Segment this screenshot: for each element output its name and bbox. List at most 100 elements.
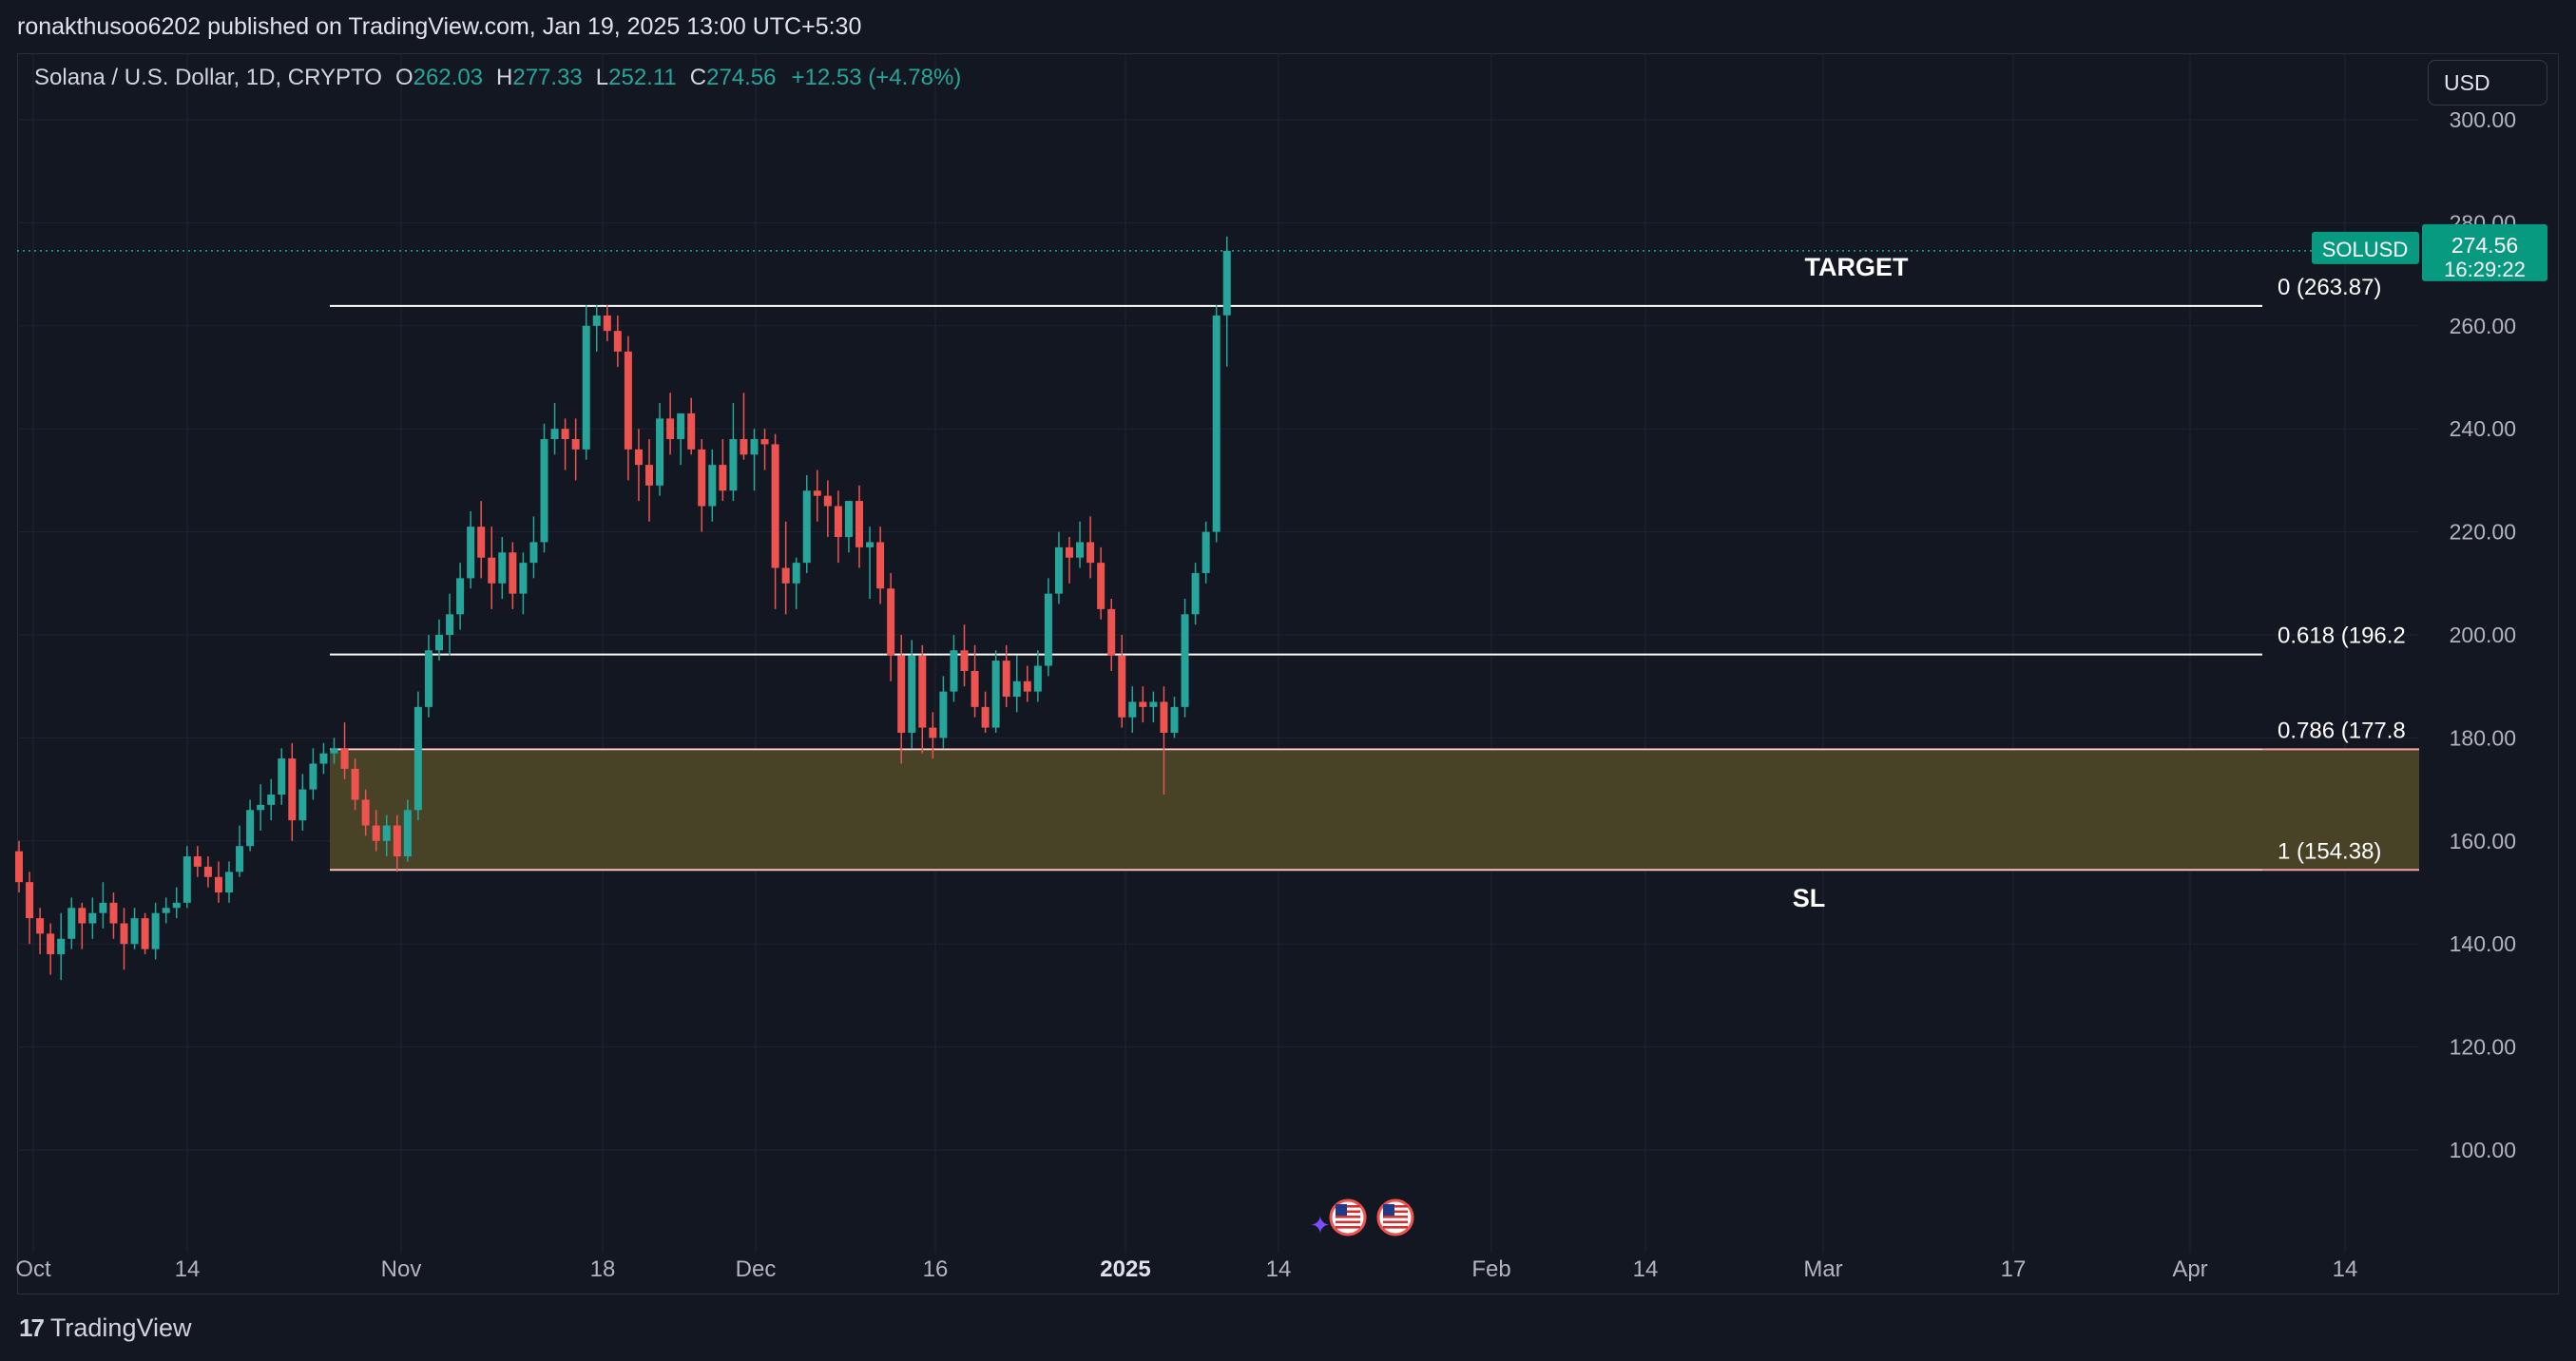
candle-body[interactable]: [1066, 546, 1073, 558]
candle-body[interactable]: [319, 753, 328, 764]
candle-body[interactable]: [246, 810, 255, 847]
symbol-title[interactable]: Solana / U.S. Dollar, 1D, CRYPTO: [34, 65, 382, 90]
candle-body[interactable]: [498, 552, 507, 584]
candle-body[interactable]: [939, 691, 948, 738]
candle-body[interactable]: [571, 439, 580, 450]
candle-body[interactable]: [866, 542, 875, 547]
candle-body[interactable]: [1107, 608, 1116, 656]
candle-body[interactable]: [141, 918, 149, 949]
candle-body[interactable]: [760, 439, 769, 445]
candle-body[interactable]: [151, 912, 160, 949]
candle-body[interactable]: [613, 331, 622, 352]
candle-body[interactable]: [26, 882, 34, 919]
candle-body[interactable]: [424, 650, 433, 707]
candle-body[interactable]: [991, 661, 1000, 728]
candle-body[interactable]: [413, 706, 422, 811]
candle-body[interactable]: [677, 412, 685, 440]
candle-body[interactable]: [1002, 661, 1010, 698]
candle-body[interactable]: [813, 490, 821, 496]
us-flag-icon[interactable]: [1376, 1198, 1414, 1236]
candle-body[interactable]: [509, 552, 517, 594]
candle-body[interactable]: [918, 655, 927, 728]
candle-body[interactable]: [519, 563, 528, 594]
candle-body[interactable]: [309, 763, 317, 790]
candle-body[interactable]: [361, 799, 370, 826]
candle-body[interactable]: [666, 418, 675, 440]
candle-body[interactable]: [950, 650, 958, 692]
sparkle-icon[interactable]: ✦: [1310, 1212, 1331, 1240]
candle-body[interactable]: [120, 923, 128, 945]
candle-body[interactable]: [540, 439, 548, 543]
candle-body[interactable]: [529, 542, 538, 564]
candle-body[interactable]: [278, 758, 286, 796]
candle-body[interactable]: [382, 825, 391, 841]
candle-body[interactable]: [719, 465, 727, 491]
candle-body[interactable]: [456, 578, 465, 615]
candle-body[interactable]: [1033, 665, 1042, 692]
candle-body[interactable]: [1128, 701, 1137, 718]
candle-body[interactable]: [1012, 680, 1021, 698]
candle-body[interactable]: [834, 506, 842, 538]
candle-body[interactable]: [1076, 542, 1085, 558]
candle-body[interactable]: [1160, 701, 1168, 733]
candle-body[interactable]: [403, 810, 412, 857]
candle-body[interactable]: [203, 866, 212, 877]
candle-body[interactable]: [897, 655, 906, 733]
candle-body[interactable]: [78, 908, 87, 924]
candle-body[interactable]: [1139, 701, 1147, 707]
candle-body[interactable]: [1191, 572, 1200, 615]
candle-body[interactable]: [435, 635, 443, 651]
candle-body[interactable]: [1212, 315, 1221, 532]
candle-body[interactable]: [57, 938, 66, 955]
candle-body[interactable]: [183, 856, 191, 903]
candle-body[interactable]: [1023, 680, 1031, 692]
candle-body[interactable]: [855, 501, 863, 547]
candle-body[interactable]: [887, 588, 895, 656]
candle-body[interactable]: [1181, 614, 1189, 707]
candle-body[interactable]: [340, 748, 349, 769]
candle-body[interactable]: [1086, 542, 1095, 564]
us-flag-icon[interactable]: [1329, 1198, 1367, 1236]
candle-body[interactable]: [1149, 701, 1158, 707]
candle-body[interactable]: [372, 825, 380, 841]
tradingview-logo[interactable]: 17 TradingView: [19, 1313, 192, 1343]
candle-body[interactable]: [656, 418, 664, 486]
candle-body[interactable]: [193, 856, 202, 867]
candle-body[interactable]: [1097, 563, 1105, 609]
candle-body[interactable]: [236, 846, 244, 872]
candle-body[interactable]: [225, 872, 233, 892]
candle-body[interactable]: [298, 789, 307, 821]
candle-body[interactable]: [687, 412, 696, 450]
candle-body[interactable]: [561, 429, 569, 440]
candle-body[interactable]: [36, 918, 45, 934]
candle-body[interactable]: [960, 650, 969, 671]
candle-body[interactable]: [645, 465, 653, 486]
currency-button[interactable]: USD: [2428, 60, 2547, 105]
candle-body[interactable]: [750, 439, 759, 455]
candle-body[interactable]: [99, 902, 107, 913]
candle-body[interactable]: [592, 315, 601, 326]
candle-body[interactable]: [15, 851, 23, 883]
candle-body[interactable]: [708, 465, 717, 507]
candle-body[interactable]: [446, 614, 454, 635]
candle-body[interactable]: [876, 542, 885, 589]
candle-body[interactable]: [740, 439, 748, 455]
candle-body[interactable]: [1054, 546, 1063, 594]
candle-body[interactable]: [288, 758, 297, 821]
candle-body[interactable]: [67, 908, 76, 939]
candle-body[interactable]: [781, 567, 790, 584]
candle-body[interactable]: [603, 315, 611, 332]
candle-body[interactable]: [929, 727, 937, 738]
candle-body[interactable]: [467, 527, 475, 579]
candle-body[interactable]: [1201, 531, 1210, 573]
candle-body[interactable]: [792, 563, 800, 584]
candle-body[interactable]: [1118, 655, 1126, 718]
candle-body[interactable]: [971, 670, 979, 707]
candle-body[interactable]: [624, 351, 632, 450]
candle-body[interactable]: [214, 876, 222, 892]
candle-body[interactable]: [771, 444, 779, 568]
candle-body[interactable]: [88, 912, 97, 924]
candle-body[interactable]: [981, 706, 990, 728]
candle-body[interactable]: [844, 501, 853, 538]
